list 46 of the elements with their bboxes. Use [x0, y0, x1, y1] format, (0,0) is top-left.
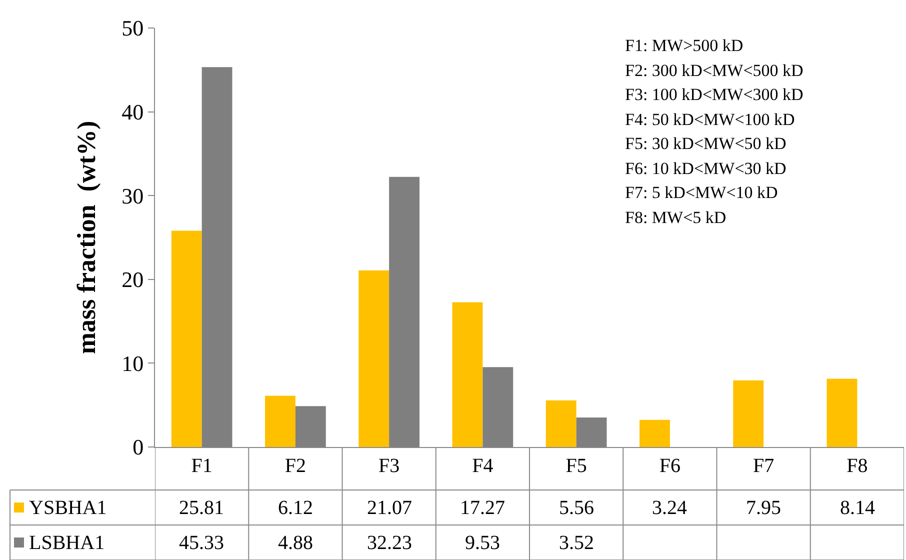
bar [358, 270, 390, 447]
y-tick-label: 10 [122, 350, 144, 376]
data-label: 3.52 [559, 532, 594, 554]
bar [826, 378, 858, 447]
annotation: F1: MW>500 kD [625, 36, 744, 55]
data-label: 32.23 [367, 532, 412, 554]
bar [733, 380, 764, 447]
data-label: 9.53 [465, 532, 500, 554]
data-label: 8.14 [840, 497, 875, 519]
legend-label: YSBHA1 [29, 497, 107, 519]
y-tick-label: 20 [122, 267, 144, 292]
data-label: 5.56 [559, 497, 594, 519]
bar [265, 396, 296, 447]
y-tick-label: 50 [122, 16, 144, 41]
data-label: 21.07 [367, 497, 412, 519]
x-tick-label: F7 [752, 455, 774, 477]
y-tick-label: 30 [122, 183, 144, 208]
data-label: 7.95 [746, 497, 781, 519]
bar [452, 302, 483, 447]
annotation: F7: 5 kD<MW<10 kD [625, 183, 778, 202]
data-label: 17.27 [460, 497, 505, 519]
data-label: 6.12 [278, 497, 313, 519]
x-tick-label: F4 [472, 455, 494, 477]
x-tick-label: F3 [378, 455, 400, 477]
x-tick-label: F8 [846, 455, 868, 477]
x-tick-label: F2 [284, 455, 306, 477]
x-tick-label: F5 [566, 455, 587, 477]
data-label: 4.88 [278, 532, 313, 554]
annotation: F8: MW<5 kD [625, 208, 726, 227]
bar [171, 230, 202, 447]
x-tick-label: F1 [191, 455, 212, 477]
legend-label: LSBHA1 [29, 532, 105, 554]
annotation: F2: 300 kD<MW<500 kD [625, 61, 804, 80]
data-label: 3.24 [652, 497, 687, 519]
data-label: 25.81 [179, 497, 224, 519]
bar [640, 420, 670, 447]
annotation: F3: 100 kD<MW<300 kD [625, 85, 804, 104]
annotation: F6: 10 kD<MW<30 kD [625, 159, 786, 178]
x-tick-label: F6 [659, 455, 681, 477]
annotation: F4: 50 kD<MW<100 kD [625, 110, 795, 129]
annotation: F5: 30 kD<MW<50 kD [625, 134, 786, 153]
data-label: 45.33 [179, 532, 224, 554]
y-axis-title: mass fraction (wt%) [72, 120, 101, 354]
y-tick-label: 0 [132, 434, 144, 460]
bar [546, 400, 576, 447]
y-tick-label: 40 [122, 100, 144, 124]
